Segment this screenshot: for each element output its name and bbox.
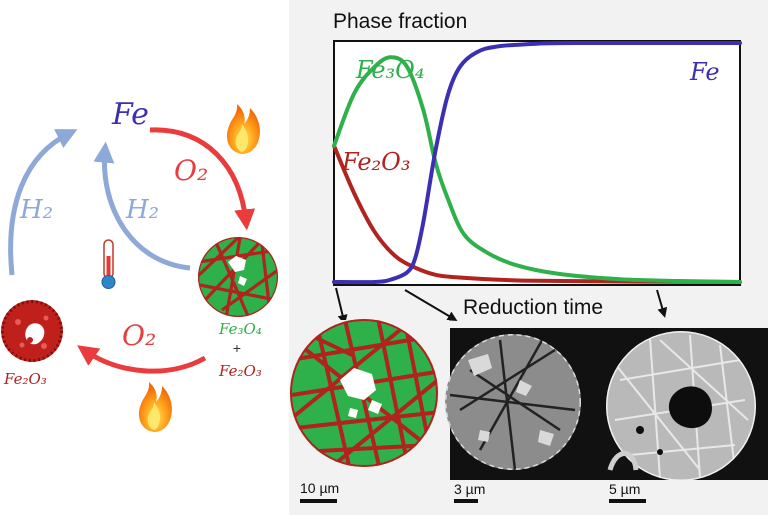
- scale-label-3: 5 µm: [609, 481, 640, 497]
- micrograph-3: 5 µm: [606, 328, 768, 515]
- scale-label-1: 10 µm: [300, 480, 339, 496]
- thermometer-icon: [101, 239, 116, 289]
- oxidation-arrow-top: [149, 127, 256, 231]
- fe3o4-label-cycle: Fe₃O₄: [218, 320, 262, 338]
- fe2o3-label-left: Fe₂O₃: [3, 370, 47, 388]
- series-label-fe: Fe: [689, 58, 720, 86]
- fe-label: Fe: [111, 97, 149, 132]
- flame-icon: [138, 382, 172, 432]
- h2-label-outer: H₂: [19, 195, 53, 225]
- chart-title: Phase fraction: [333, 10, 467, 33]
- flame-icon: [226, 104, 260, 154]
- o2-label-top: O₂: [174, 154, 208, 187]
- x-axis-label: Reduction time: [463, 296, 603, 319]
- pointer-arrow-1: [335, 287, 348, 325]
- scale-label-2: 3 µm: [454, 481, 485, 497]
- reduction-arrow-outer: [8, 129, 78, 276]
- series-layer: [332, 40, 742, 285]
- series-label-fe2o3: Fe₂O₃: [341, 148, 410, 176]
- micrograph-2: 3 µm: [445, 328, 606, 515]
- phase-fraction-chart: Phase fraction Fe₃O₄ Fe Fe₂O₃ Reduction …: [332, 10, 742, 325]
- oxidation-arrow-bottom: [77, 345, 207, 374]
- fe3o4-grain: [198, 237, 278, 317]
- o2-label-bottom: O₂: [122, 319, 156, 352]
- reduction-arrow-inner: [93, 141, 191, 271]
- plus-sign: +: [233, 340, 241, 356]
- fe2o3-label-cycle: Fe₂O₃: [218, 362, 262, 380]
- redox-cycle: Fe O₂ O₂ H₂ H₂: [1, 97, 278, 432]
- series-line-0: [332, 143, 742, 284]
- series-label-fe3o4: Fe₃O₄: [355, 56, 424, 84]
- h2-label-inner: H₂: [125, 195, 159, 225]
- pointer-arrow-3: [656, 289, 668, 318]
- plot-area: [333, 40, 741, 286]
- pointer-arrow-2: [404, 289, 458, 322]
- series-line-1: [332, 55, 742, 284]
- micrograph-1: 10 µm: [289, 319, 449, 515]
- series-line-2: [332, 40, 742, 285]
- fe2o3-grain: [1, 300, 63, 362]
